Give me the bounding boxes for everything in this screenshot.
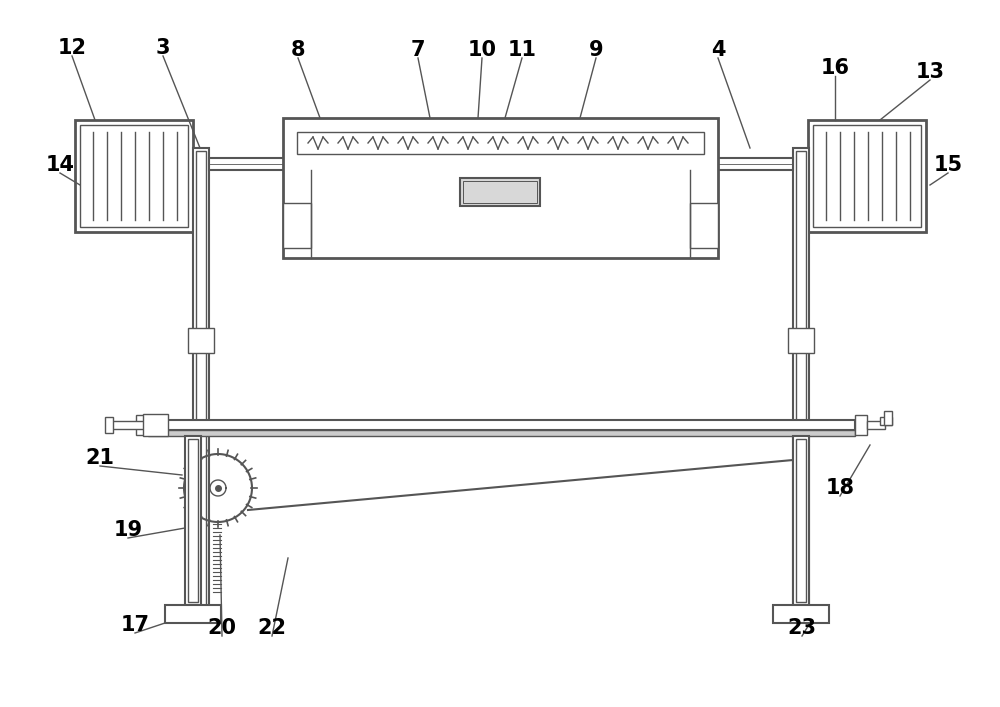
Bar — [793, 436, 809, 605]
Text: 9: 9 — [589, 40, 603, 60]
Text: 3: 3 — [156, 38, 170, 58]
Bar — [75, 120, 193, 232]
Bar — [143, 414, 168, 436]
Text: 19: 19 — [113, 520, 143, 540]
Bar — [884, 411, 892, 425]
Text: 10: 10 — [468, 40, 496, 60]
Bar — [690, 203, 718, 248]
Text: 14: 14 — [46, 155, 74, 175]
Bar — [148, 420, 855, 430]
Bar — [880, 417, 892, 425]
Text: 22: 22 — [258, 618, 287, 638]
Bar — [796, 439, 806, 602]
Bar — [165, 605, 221, 623]
Bar — [773, 605, 829, 623]
Text: 23: 23 — [788, 618, 816, 638]
Text: 11: 11 — [508, 40, 536, 60]
Bar — [867, 421, 885, 429]
Text: 20: 20 — [208, 618, 237, 638]
Bar — [196, 151, 206, 607]
Bar — [855, 415, 867, 435]
Bar — [188, 439, 198, 602]
Text: 7: 7 — [411, 40, 425, 60]
Bar — [460, 178, 540, 206]
Bar — [209, 158, 793, 170]
Bar — [283, 203, 311, 248]
Bar — [110, 421, 150, 429]
Text: 13: 13 — [916, 62, 944, 82]
Text: 4: 4 — [711, 40, 725, 60]
Bar — [136, 415, 148, 435]
Text: 15: 15 — [933, 155, 963, 175]
Bar — [193, 148, 209, 610]
Bar — [80, 125, 188, 227]
Text: 12: 12 — [58, 38, 87, 58]
Text: 17: 17 — [120, 615, 150, 635]
Text: 21: 21 — [86, 448, 114, 468]
Text: 16: 16 — [820, 58, 850, 78]
Bar — [793, 148, 809, 610]
Bar — [185, 436, 201, 605]
Bar — [105, 417, 113, 433]
Bar — [297, 132, 704, 154]
Bar — [813, 125, 921, 227]
Bar — [148, 430, 855, 436]
Bar — [463, 181, 537, 203]
Bar — [808, 120, 926, 232]
Bar — [283, 118, 718, 258]
Bar — [188, 328, 214, 353]
Bar — [788, 328, 814, 353]
Text: 18: 18 — [826, 478, 854, 498]
Bar — [796, 151, 806, 607]
Text: 8: 8 — [291, 40, 305, 60]
